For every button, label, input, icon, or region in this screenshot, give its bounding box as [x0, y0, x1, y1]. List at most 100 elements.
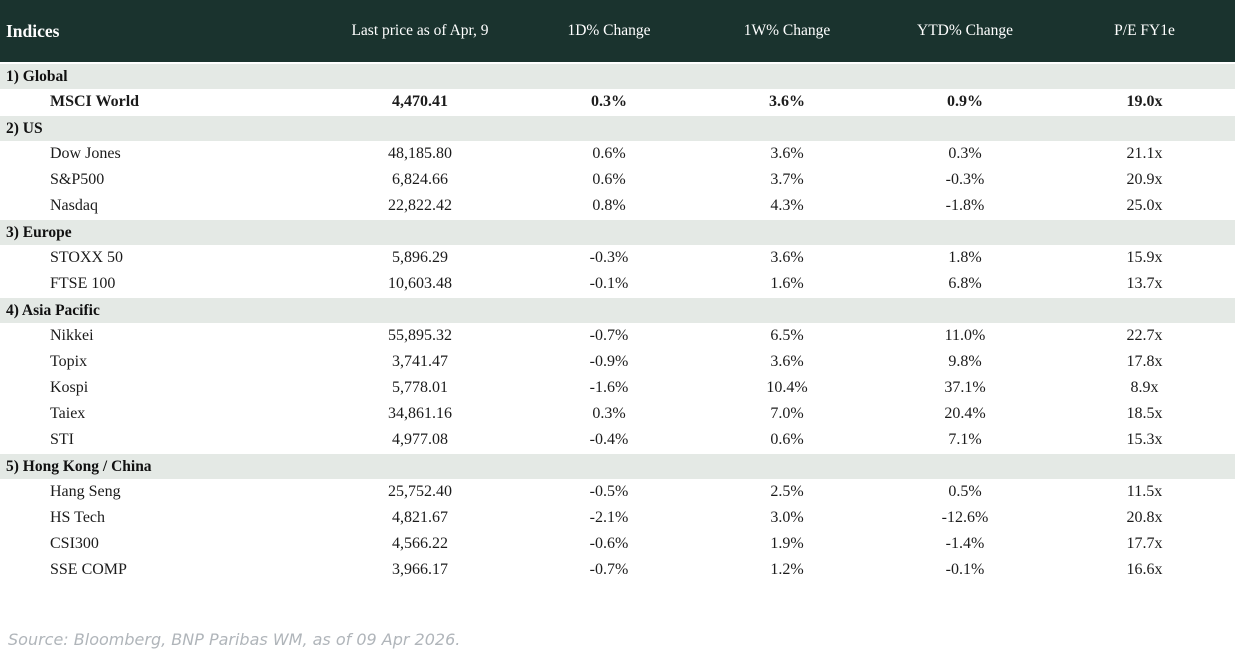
last-price: 4,470.41 [392, 92, 448, 110]
change-ytd: 9.8% [948, 353, 982, 370]
change-1w: 3.6% [770, 249, 804, 266]
change-1w: 7.0% [770, 405, 804, 422]
index-name: Nasdaq [50, 196, 98, 214]
pe-ratio: 13.7x [1126, 274, 1163, 292]
pe-ratio: 16.6x [1126, 561, 1163, 578]
index-name: STOXX 50 [50, 249, 124, 266]
index-row: S&P500 6,824.66 0.6% 3.7% -0.3% 20.9x [0, 167, 1235, 193]
change-1w: 0.6% [770, 430, 804, 448]
pe-ratio: 25.0x [1126, 196, 1163, 214]
index-name: Topix [50, 353, 88, 370]
change-1d: 0.3% [591, 92, 627, 110]
pe-ratio: 11.5x [1126, 483, 1163, 500]
index-row: FTSE 100 10,603.48 -0.1% 1.6% 6.8% 13.7x [0, 271, 1235, 297]
last-price: 4,566.22 [392, 535, 448, 552]
change-1w: 3.6% [769, 92, 805, 110]
change-ytd: 7.1% [948, 430, 982, 448]
change-ytd: -12.6% [941, 509, 989, 526]
change-1w: 6.5% [770, 327, 804, 344]
index-name: Nikkei [50, 327, 94, 344]
change-ytd: 0.5% [948, 483, 982, 500]
index-name: STI [50, 430, 74, 448]
pe-ratio: 17.8x [1126, 353, 1163, 370]
section-label: 5) Hong Kong / China [0, 452, 1235, 479]
change-1d: -0.7% [589, 327, 629, 344]
change-1d: -1.6% [589, 379, 629, 396]
change-1d: 0.6% [592, 145, 626, 162]
change-1d: 0.6% [592, 171, 626, 188]
index-row: Topix 3,741.47 -0.9% 3.6% 9.8% 17.8x [0, 349, 1235, 375]
pe-ratio: 15.3x [1126, 430, 1163, 448]
section-label: 1) Global [0, 62, 1235, 89]
change-ytd: 20.4% [944, 405, 986, 422]
index-row: STI 4,977.08 -0.4% 0.6% 7.1% 15.3x [0, 427, 1235, 453]
last-price: 3,966.17 [392, 561, 448, 578]
pe-ratio: 17.7x [1126, 535, 1163, 552]
pe-ratio: 22.7x [1126, 327, 1163, 344]
pe-ratio: 18.5x [1126, 405, 1163, 422]
last-price: 5,896.29 [392, 249, 448, 266]
last-price: 6,824.66 [392, 171, 448, 188]
change-1d: -0.4% [589, 430, 629, 448]
change-1w: 3.0% [770, 509, 804, 526]
change-ytd: 0.3% [948, 145, 982, 162]
last-price: 4,821.67 [392, 509, 448, 526]
index-row: STOXX 50 5,896.29 -0.3% 3.6% 1.8% 15.9x [0, 245, 1235, 271]
column-header-last-price: Last price as of Apr, 9 [351, 22, 489, 39]
last-price: 22,822.42 [388, 196, 452, 214]
change-ytd: 1.8% [948, 249, 982, 266]
indices-table-body: 1) Global MSCI World 4,470.41 0.3% 3.6% 0.9% 1… [0, 62, 1235, 583]
change-1w: 4.3% [770, 196, 804, 214]
pe-ratio: 19.0x [1126, 92, 1163, 110]
change-ytd: -0.1% [945, 561, 985, 578]
change-1d: -0.7% [589, 561, 629, 578]
section-header-row: 3) Europe [0, 218, 1235, 245]
index-row: Dow Jones 48,185.80 0.6% 3.6% 0.3% 21.1x [0, 141, 1235, 167]
column-header-ytd-change: YTD% Change [917, 22, 1013, 39]
change-1w: 1.6% [770, 274, 804, 292]
index-name: Taiex [50, 405, 86, 422]
index-row: CSI300 4,566.22 -0.6% 1.9% -1.4% 17.7x [0, 531, 1235, 557]
change-ytd: -1.4% [945, 535, 985, 552]
index-name: HS Tech [50, 509, 106, 526]
column-header-1w-change: 1W% Change [743, 22, 831, 39]
pe-ratio: 8.9x [1130, 379, 1159, 396]
column-header-pe: P/E FY1e [1114, 22, 1175, 39]
last-price: 3,741.47 [392, 353, 448, 370]
index-name: Kospi [50, 379, 89, 396]
change-ytd: 0.9% [947, 92, 983, 110]
index-row: Taiex 34,861.16 0.3% 7.0% 20.4% 18.5x [0, 401, 1235, 427]
indices-table: Indices Last price as of Apr, 9 1D% Chan… [0, 0, 1235, 583]
section-label: 3) Europe [0, 218, 1235, 245]
index-name: Hang Seng [50, 483, 121, 500]
last-price: 4,977.08 [392, 430, 448, 448]
change-ytd: 11.0% [944, 327, 986, 344]
pe-ratio: 15.9x [1126, 249, 1163, 266]
section-label: 2) US [0, 114, 1235, 141]
pe-ratio: 20.8x [1126, 509, 1163, 526]
change-1d: -0.5% [589, 483, 629, 500]
change-ytd: -0.3% [945, 171, 985, 188]
section-header-row: 1) Global [0, 62, 1235, 89]
change-1d: -0.1% [589, 274, 629, 292]
page-title: Indices [6, 20, 60, 41]
index-name: CSI300 [50, 535, 99, 552]
change-1w: 3.6% [770, 145, 804, 162]
index-name: FTSE 100 [50, 274, 116, 292]
change-ytd: -1.8% [945, 196, 985, 214]
change-1d: -0.3% [589, 249, 629, 266]
change-1w: 3.7% [770, 171, 804, 188]
index-row: Kospi 5,778.01 -1.6% 10.4% 37.1% 8.9x [0, 375, 1235, 401]
change-1w: 3.6% [770, 353, 804, 370]
index-name: Dow Jones [50, 145, 121, 162]
change-1w: 1.9% [770, 535, 804, 552]
last-price: 25,752.40 [388, 483, 452, 500]
change-1d: 0.8% [592, 196, 626, 214]
index-row: SSE COMP 3,966.17 -0.7% 1.2% -0.1% 16.6x [0, 557, 1235, 583]
section-header-row: 5) Hong Kong / China [0, 452, 1235, 479]
header-row: Indices Last price as of Apr, 9 1D% Chan… [0, 0, 1235, 63]
pe-ratio: 20.9x [1126, 171, 1163, 188]
last-price: 10,603.48 [388, 274, 452, 292]
last-price: 5,778.01 [392, 379, 448, 396]
pe-ratio: 21.1x [1126, 145, 1163, 162]
